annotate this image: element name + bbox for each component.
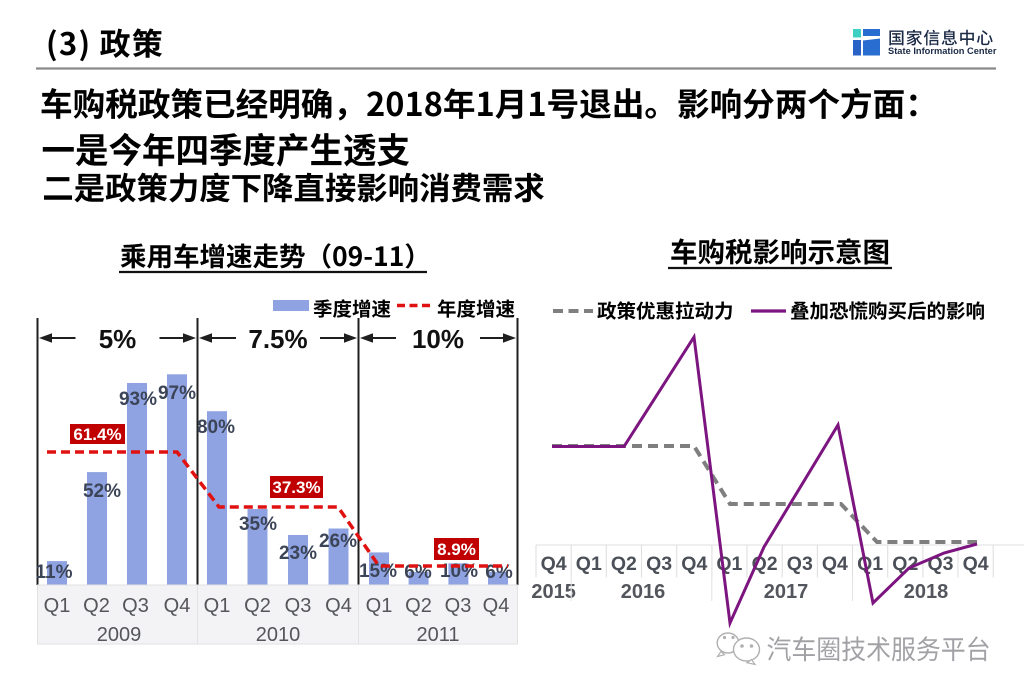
svg-text:Q3: Q3: [927, 553, 953, 575]
svg-text:7.5%: 7.5%: [248, 324, 307, 354]
svg-text:10%: 10%: [412, 324, 464, 354]
svg-text:Q4: Q4: [822, 553, 848, 575]
svg-text:2015: 2015: [531, 581, 576, 603]
svg-text:11%: 11%: [36, 562, 73, 583]
svg-text:Q4: Q4: [541, 553, 567, 575]
svg-text:Q1: Q1: [366, 595, 393, 617]
svg-text:5%: 5%: [99, 324, 137, 354]
svg-text:2018: 2018: [904, 581, 949, 603]
svg-text:Q2: Q2: [405, 595, 432, 617]
svg-text:80%: 80%: [197, 417, 235, 438]
svg-text:23%: 23%: [279, 543, 317, 564]
svg-text:Q1: Q1: [204, 595, 231, 617]
svg-text:Q4: Q4: [681, 553, 707, 575]
svg-text:93%: 93%: [119, 389, 157, 410]
svg-text:Q1: Q1: [857, 553, 883, 575]
svg-text:26%: 26%: [319, 531, 357, 552]
svg-text:Q2: Q2: [83, 595, 110, 617]
svg-text:Q4: Q4: [164, 595, 191, 617]
svg-text:Q4: Q4: [325, 595, 352, 617]
svg-text:State Information Center: State Information Center: [888, 46, 997, 56]
svg-text:Q3: Q3: [285, 595, 312, 617]
svg-text:2017: 2017: [764, 581, 809, 603]
svg-text:2011: 2011: [416, 624, 459, 646]
svg-text:Q2: Q2: [611, 553, 637, 575]
svg-text:Q1: Q1: [576, 553, 602, 575]
svg-text:15%: 15%: [359, 561, 397, 582]
svg-text:10%: 10%: [440, 561, 478, 582]
svg-text:Q2: Q2: [892, 553, 918, 575]
svg-text:Q1: Q1: [44, 595, 71, 617]
svg-text:Q4: Q4: [963, 553, 989, 575]
svg-text:Q3: Q3: [445, 595, 472, 617]
svg-text:2010: 2010: [256, 624, 301, 646]
svg-text:52%: 52%: [83, 481, 121, 502]
svg-text:Q4: Q4: [483, 595, 510, 617]
svg-text:Q3: Q3: [787, 553, 813, 575]
svg-text:35%: 35%: [239, 514, 277, 535]
svg-text:2009: 2009: [97, 624, 142, 646]
svg-text:37.3%: 37.3%: [272, 478, 320, 497]
svg-text:97%: 97%: [158, 383, 196, 404]
svg-text:6%: 6%: [485, 562, 513, 583]
svg-text:Q3: Q3: [122, 595, 149, 617]
svg-text:8.9%: 8.9%: [437, 540, 476, 559]
svg-text:2016: 2016: [621, 581, 666, 603]
svg-text:Q2: Q2: [244, 595, 271, 617]
svg-text:61.4%: 61.4%: [73, 425, 121, 444]
svg-text:Q3: Q3: [646, 553, 672, 575]
